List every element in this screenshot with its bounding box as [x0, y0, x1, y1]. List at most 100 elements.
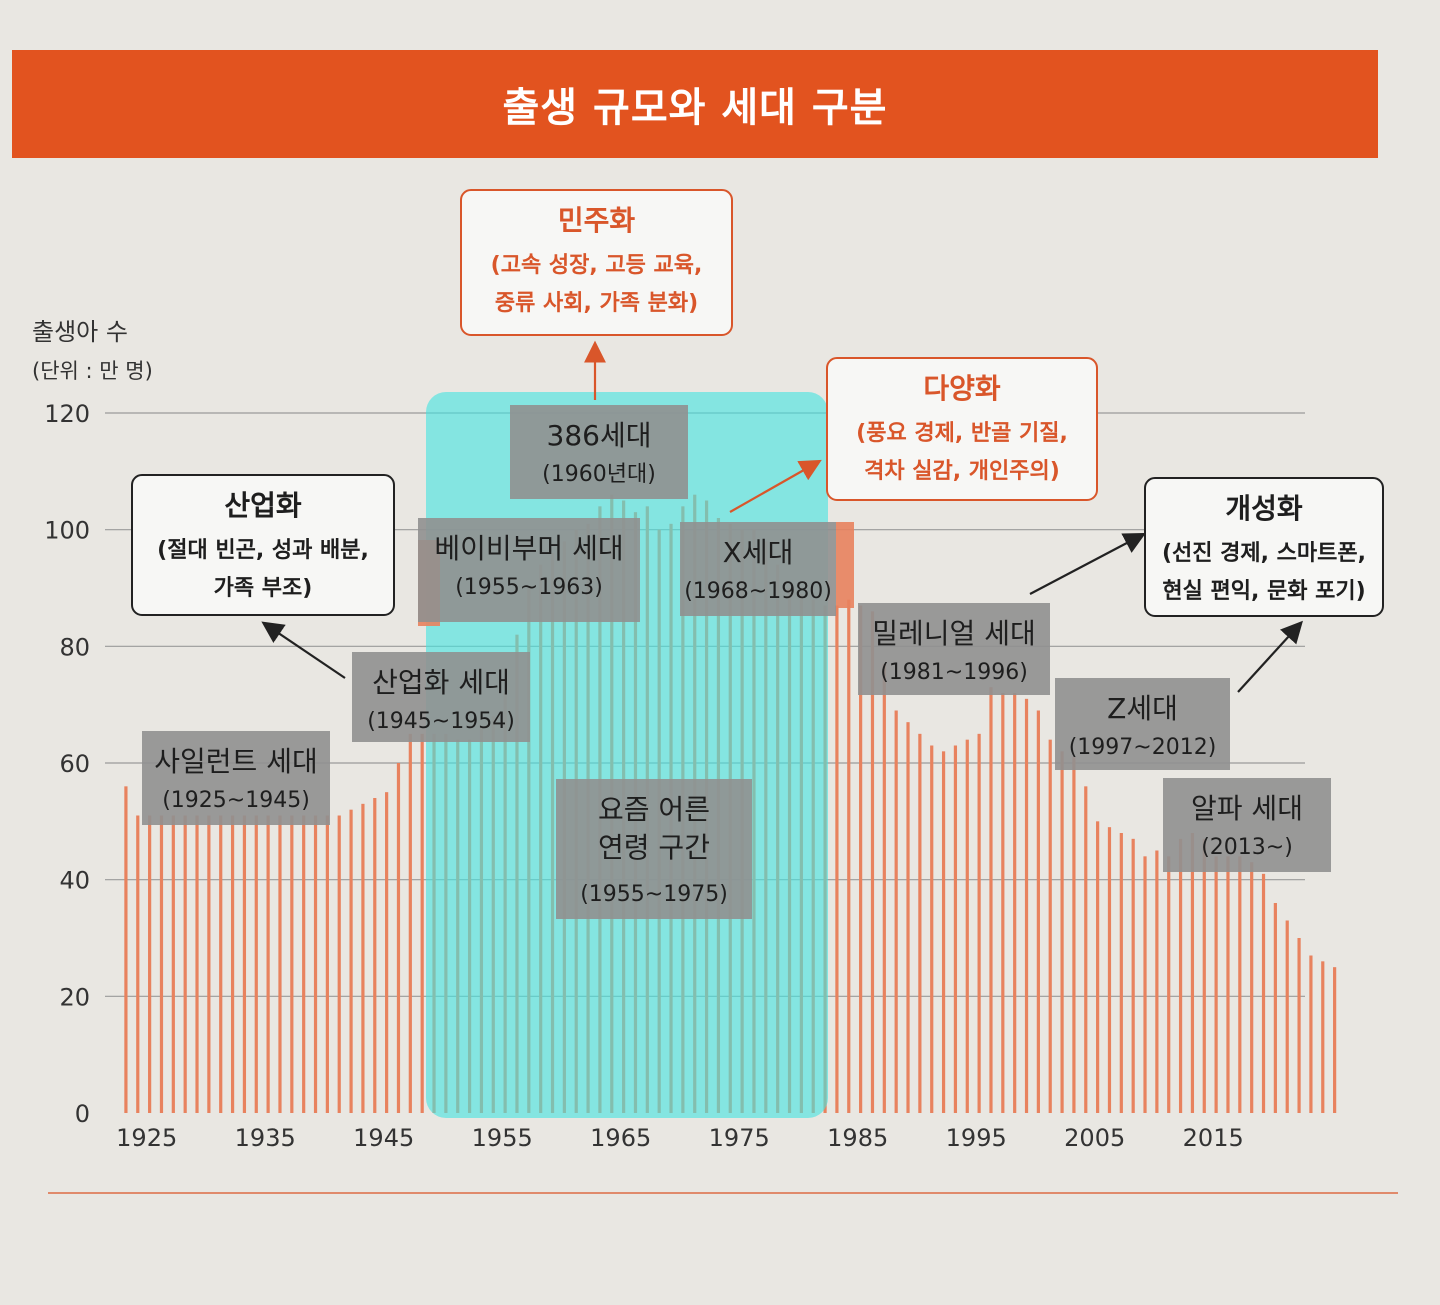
era-box-bg [460, 189, 733, 336]
era-description: (절대 빈곤, 성과 배분, [157, 538, 369, 563]
generation-box-bg [352, 652, 530, 742]
bar [918, 733, 922, 1113]
bar [1119, 833, 1123, 1113]
bar [266, 815, 270, 1113]
generation-box: 베이비부머 세대 (1955~1963) [418, 518, 640, 622]
generation-years: (1945~1954) [367, 709, 515, 734]
bar [1167, 856, 1171, 1113]
bar [254, 815, 258, 1113]
bar [1143, 856, 1147, 1113]
generation-box: 알파 세대 (2013~) [1163, 778, 1331, 872]
bar [349, 809, 353, 1113]
generation-name: 386세대 [547, 419, 652, 452]
era-description: 가족 부조) [214, 576, 313, 601]
era-box: 민주화 (고속 성장, 고등 교육, 중류 사회, 가족 분화) [460, 189, 733, 336]
bar [1131, 838, 1135, 1113]
y-tick-label: 20 [59, 983, 90, 1011]
x-tick-label: 1935 [235, 1124, 296, 1152]
era-box: 다양화 (풍요 경제, 반골 기질, 격차 실감, 개인주의) [826, 357, 1098, 501]
arrow [1237, 620, 1303, 693]
era-box: 개성화 (선진 경제, 스마트폰, 현실 편익, 문화 포기) [1144, 477, 1384, 617]
bar [1261, 873, 1266, 1113]
generation-box: Z세대 (1997~2012) [1055, 678, 1230, 770]
bar [977, 733, 981, 1113]
accent-block [836, 522, 854, 608]
arrow [1029, 532, 1146, 595]
generation-name-line: 요즘 어른 [598, 793, 710, 826]
generation-years: (1968~1980) [684, 579, 832, 604]
bar [953, 745, 958, 1113]
generation-name: 베이비부머 세대 [434, 532, 623, 565]
x-tick-label: 1925 [116, 1124, 177, 1152]
generation-box: 밀레니얼 세대 (1981~1996) [858, 603, 1050, 695]
bar [337, 815, 341, 1113]
bar [1024, 698, 1029, 1113]
era-description: 격차 실감, 개인주의) [864, 459, 1060, 484]
era-title: 다양화 [923, 372, 1001, 405]
bar [906, 722, 910, 1113]
bar [1309, 955, 1313, 1113]
bar [1013, 693, 1017, 1113]
y-tick-label: 60 [59, 750, 90, 778]
x-tick-label: 2015 [1183, 1124, 1244, 1152]
generation-box-bg [680, 522, 836, 616]
bottom-rule [48, 1192, 1398, 1194]
x-tick-label: 1945 [353, 1124, 414, 1152]
bar [941, 751, 946, 1113]
bar [1226, 856, 1230, 1113]
generation-box: 386세대 (1960년대) [510, 405, 688, 499]
bar [302, 815, 306, 1113]
bar [385, 792, 389, 1113]
bar [219, 815, 223, 1113]
bar [1333, 967, 1337, 1113]
bar [207, 815, 211, 1113]
bar [1273, 903, 1277, 1113]
bar [325, 815, 329, 1113]
era-description: 현실 편익, 문화 포기) [1162, 579, 1365, 604]
generation-box-bg [1163, 778, 1331, 872]
era-description: (선진 경제, 스마트폰, [1162, 541, 1366, 566]
generation-name-line: 연령 구간 [598, 831, 710, 864]
bar [882, 663, 886, 1113]
bar [1297, 938, 1301, 1113]
x-tick-label: 1975 [709, 1124, 770, 1152]
generation-years: (2013~) [1201, 835, 1293, 860]
era-box-bg [826, 357, 1098, 501]
y-axis-unit: (단위 : 만 명) [32, 359, 153, 383]
bar [1190, 833, 1195, 1113]
bar [361, 803, 365, 1113]
bar [159, 815, 164, 1113]
era-box: 산업화 (절대 빈곤, 성과 배분, 가족 부조) [131, 474, 395, 616]
bar [373, 798, 377, 1113]
bar [278, 815, 282, 1113]
era-description: 중류 사회, 가족 분화) [495, 291, 698, 316]
x-tick-label: 1985 [827, 1124, 888, 1152]
generation-box-bg [418, 518, 640, 622]
y-tick-label: 40 [59, 867, 90, 895]
generation-years: (1997~2012) [1069, 735, 1217, 760]
bar [148, 815, 152, 1113]
generation-box: 사일런트 세대 (1925~1945) [142, 731, 330, 825]
era-box-bg [131, 474, 395, 616]
generation-box-bg [142, 731, 330, 825]
bar [290, 815, 294, 1113]
bar [1321, 961, 1325, 1113]
generation-box: 산업화 세대 (1945~1954) [352, 652, 530, 742]
era-title: 개성화 [1225, 492, 1303, 525]
generation-box-bg [556, 779, 752, 919]
generation-box-bg [510, 405, 688, 499]
chart-title: 출생 규모와 세대 구분 [502, 85, 888, 131]
bar [894, 710, 898, 1113]
bar [1096, 821, 1100, 1113]
era-description: (고속 성장, 고등 교육, [491, 253, 703, 278]
bar [1048, 739, 1052, 1113]
bar [859, 605, 863, 1113]
bar [1001, 693, 1005, 1113]
title-banner: 출생 규모와 세대 구분 [12, 50, 1378, 158]
bar [1060, 751, 1064, 1113]
bar [930, 745, 934, 1113]
bar [1178, 838, 1183, 1113]
bar [1155, 850, 1159, 1113]
x-tick-label: 1955 [472, 1124, 533, 1152]
